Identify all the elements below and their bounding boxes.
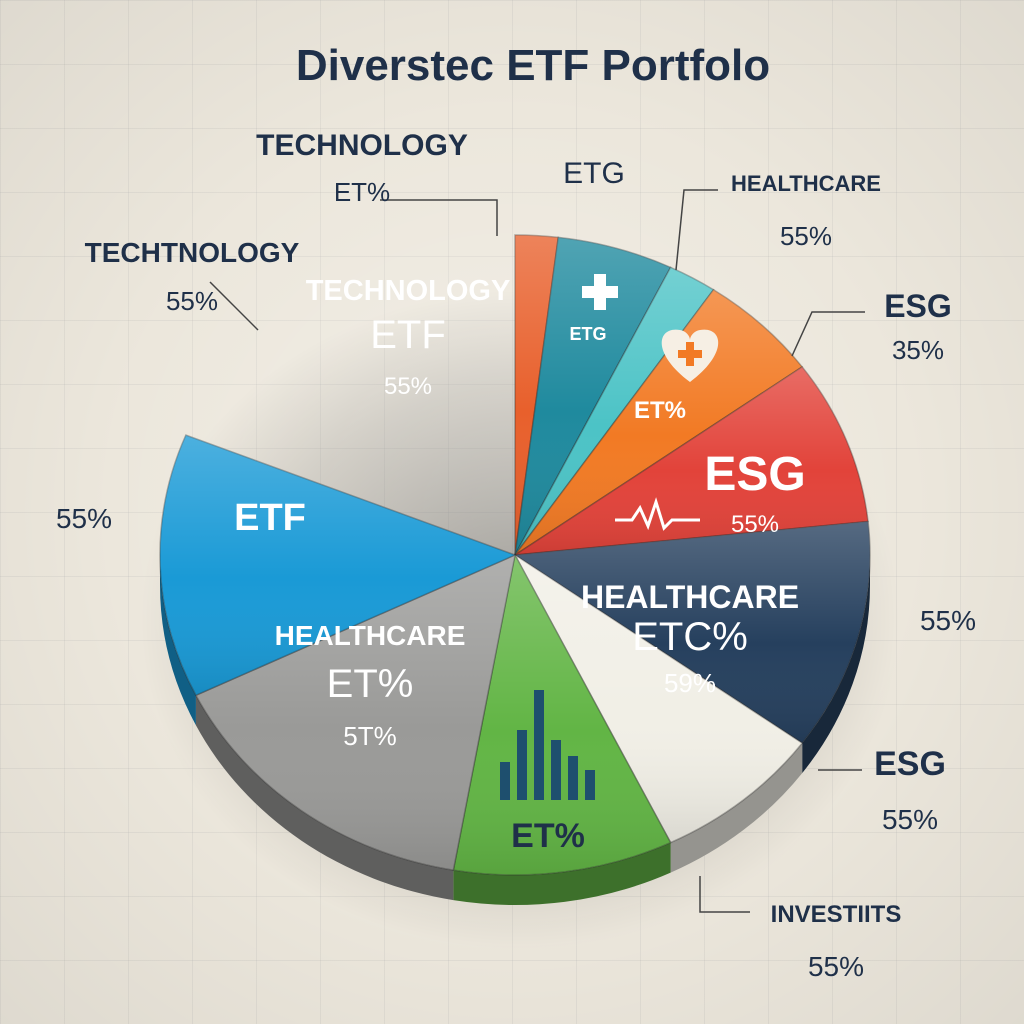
slice-side-7 (453, 842, 671, 905)
callout-0-1: ET% (334, 177, 390, 207)
slice-label-4-0: ESG (704, 448, 805, 501)
slice-label-7-1: ET% (327, 662, 414, 706)
leader-line-2 (675, 189, 718, 271)
slice-icons (500, 274, 719, 800)
callout-0-0: TECHNOLOGY (256, 129, 468, 162)
leader-line-0 (380, 199, 498, 236)
callout-8-1: 55% (808, 951, 864, 982)
callout-8-0: INVESTIITS (771, 901, 902, 928)
callout-6-0: 55% (920, 605, 976, 636)
pie-slice-sheen-0 (515, 235, 559, 555)
callout-4-0: ESG (884, 288, 952, 324)
pie-slice-sheen-9 (159, 435, 516, 696)
chart-title: Diverstec ETF Portfolo (296, 41, 770, 90)
slice-label-9-1: ETF (370, 313, 446, 357)
slice-label-8-0: ETF (234, 497, 306, 539)
slice-side-6 (670, 743, 803, 873)
slice-label-9-2: 55% (384, 373, 432, 400)
pie-slice-sheen-8 (195, 555, 516, 871)
slice-label-9-0: TECHNOLOGY (306, 275, 511, 307)
leader-line-8 (699, 876, 750, 913)
slice-side-5 (802, 555, 870, 774)
heart-cross-icon (661, 329, 719, 382)
callout-4-1: 35% (892, 335, 944, 365)
pie-depth (160, 555, 870, 905)
pie-slice-sheen-5 (515, 521, 871, 744)
pie-slice-sheen-4 (515, 366, 869, 555)
pie-slice-sheen-1 (515, 237, 671, 555)
slice-label-5-2: 59% (664, 668, 716, 698)
slice-label-1-0: ETG (569, 324, 606, 344)
leader-line-4 (791, 311, 865, 357)
callout-3-1: 55% (166, 286, 218, 316)
pie-slice-sheen-6 (515, 555, 803, 843)
bar-chart-icon (500, 690, 595, 800)
slice-side-9 (160, 555, 196, 726)
slice-label-4-1: 55% (731, 511, 779, 538)
medical-cross-icon (582, 274, 618, 310)
pulse-line-icon (615, 497, 700, 531)
slice-label-5-0: HEALTHCARE (581, 579, 799, 615)
callout-3-0: TECHTNOLOGY (85, 237, 300, 268)
slice-label-7-0: HEALTHCARE (275, 620, 466, 651)
pie-slices (159, 234, 871, 876)
slice-label-5-1: ETC% (632, 615, 748, 659)
pie-slice-sheen-3 (515, 289, 803, 555)
callout-7-1: 55% (882, 804, 938, 835)
slice-side-8 (195, 695, 454, 901)
leader-lines (209, 189, 865, 913)
callout-1-0: ETG (563, 157, 625, 190)
slice-labels: ETGET%ESG55%HEALTHCAREETC%59%ET%HEALTHCA… (234, 275, 806, 855)
slice-label-3-0: ET% (634, 397, 686, 424)
callout-2-1: 55% (780, 221, 832, 251)
callout-7-0: ESG (874, 745, 946, 783)
slice-label-6-0: ET% (511, 817, 585, 855)
slice-label-7-2: 5T% (343, 721, 396, 751)
leader-line-3 (209, 281, 259, 331)
callout-2-0: HEALTHCARE (731, 171, 881, 196)
callout-labels: TECHNOLOGY ET% ETG HEALTHCARE 55% TECHTNOLOGY… (56, 129, 976, 982)
callout-5-0: 55% (56, 503, 112, 534)
